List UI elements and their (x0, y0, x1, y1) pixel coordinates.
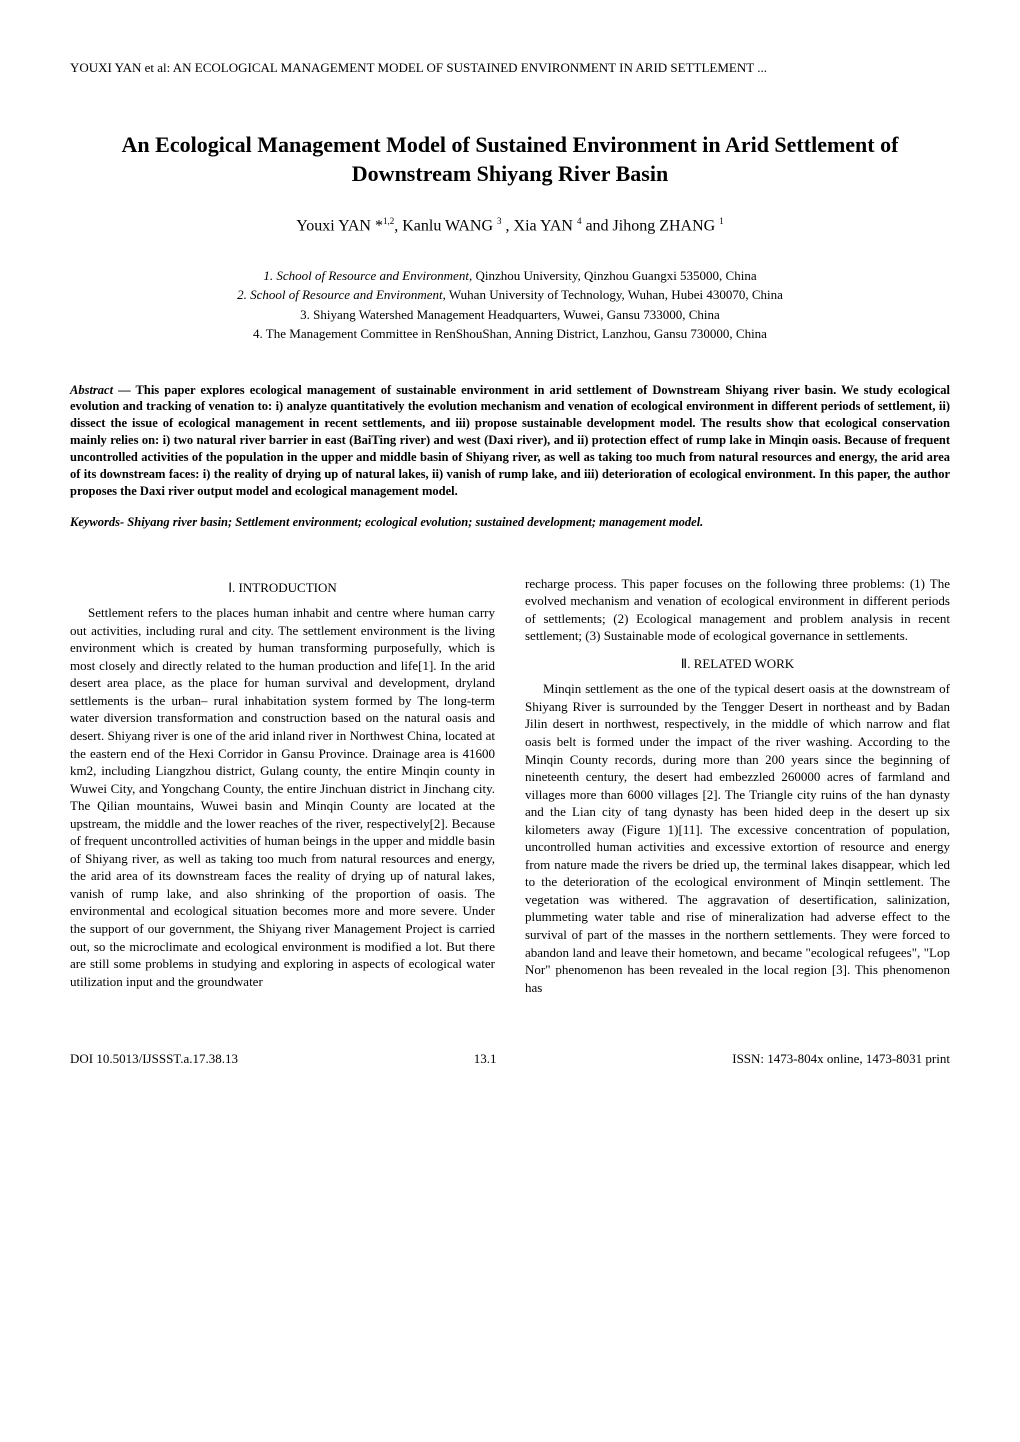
keywords-line: Keywords- Shiyang river basin; Settlemen… (70, 515, 950, 530)
affiliation-1-italic: 1. School of Resource and Environment, (263, 268, 472, 283)
section-2-body: Minqin settlement as the one of the typi… (525, 680, 950, 996)
section-1-body-continued: recharge process. This paper focuses on … (525, 575, 950, 645)
affiliation-1-rest: Qinzhou University, Qinzhou Guangxi 5350… (472, 268, 756, 283)
body-columns: Ⅰ. INTRODUCTION Settlement refers to the… (70, 575, 950, 997)
affiliation-1: 1. School of Resource and Environment, Q… (70, 266, 950, 286)
page-footer: DOI 10.5013/IJSSST.a.17.38.13 13.1 ISSN:… (70, 1051, 950, 1067)
right-column: recharge process. This paper focuses on … (525, 575, 950, 997)
affiliation-3: 3. Shiyang Watershed Management Headquar… (70, 305, 950, 325)
abstract-block: Abstract — This paper explores ecologica… (70, 382, 950, 500)
authors-line: Youxi YAN *1,2, Kanlu WANG 3 , Xia YAN 4… (70, 216, 950, 235)
running-head: YOUXI YAN et al: AN ECOLOGICAL MANAGEMEN… (70, 60, 950, 76)
abstract-label: Abstract (70, 383, 113, 397)
footer-issn: ISSN: 1473-804x online, 1473-8031 print (732, 1051, 950, 1067)
section-2-heading: Ⅱ. RELATED WORK (525, 655, 950, 673)
section-1-heading: Ⅰ. INTRODUCTION (70, 579, 495, 597)
affiliation-2: 2. School of Resource and Environment, W… (70, 285, 950, 305)
affiliation-2-rest: Wuhan University of Technology, Wuhan, H… (446, 287, 783, 302)
affiliations-block: 1. School of Resource and Environment, Q… (70, 266, 950, 344)
footer-doi: DOI 10.5013/IJSSST.a.17.38.13 (70, 1051, 238, 1067)
affiliation-2-italic: 2. School of Resource and Environment, (237, 287, 446, 302)
section-1-body: Settlement refers to the places human in… (70, 604, 495, 990)
left-column: Ⅰ. INTRODUCTION Settlement refers to the… (70, 575, 495, 997)
affiliation-4: 4. The Management Committee in RenShouSh… (70, 324, 950, 344)
footer-page-number: 13.1 (474, 1051, 497, 1067)
abstract-text: — This paper explores ecological managem… (70, 383, 950, 498)
paper-title: An Ecological Management Model of Sustai… (70, 131, 950, 188)
